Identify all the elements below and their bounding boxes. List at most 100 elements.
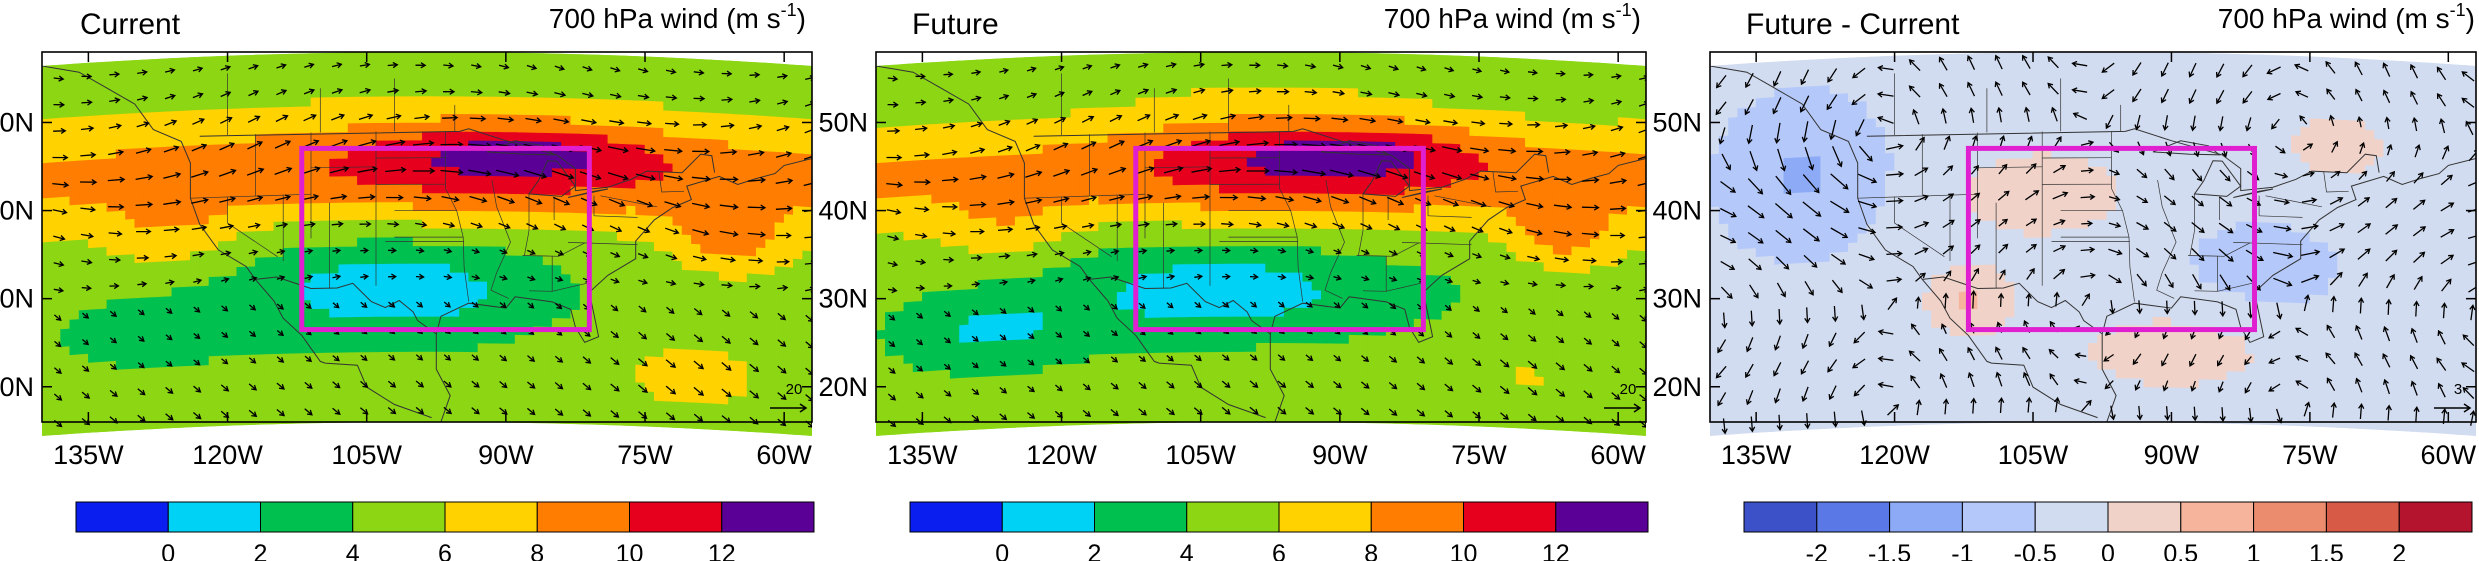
field-cell bbox=[931, 131, 942, 142]
field-cell bbox=[885, 302, 895, 313]
field-cell bbox=[912, 141, 923, 152]
wind-vector bbox=[220, 91, 232, 98]
field-cell bbox=[894, 160, 905, 171]
field-cell bbox=[403, 412, 414, 423]
field-cell bbox=[616, 301, 627, 312]
field-cell bbox=[514, 334, 525, 344]
field-cell bbox=[903, 327, 914, 338]
field-cell bbox=[959, 385, 970, 396]
field-cell bbox=[635, 399, 646, 410]
field-cell bbox=[282, 211, 293, 222]
field-cell bbox=[746, 219, 757, 230]
field-cell bbox=[718, 297, 729, 308]
field-cell bbox=[977, 367, 988, 378]
field-cell bbox=[940, 395, 951, 406]
field-cell bbox=[412, 183, 423, 194]
wind-vector bbox=[665, 254, 678, 261]
field-cell bbox=[793, 64, 803, 75]
field-cell bbox=[496, 263, 507, 274]
field-cell bbox=[199, 214, 210, 225]
field-cell bbox=[672, 321, 683, 332]
field-cell bbox=[143, 331, 154, 342]
wind-vector bbox=[192, 412, 202, 420]
field-cell bbox=[69, 389, 80, 400]
field-cell bbox=[51, 381, 61, 392]
field-cell bbox=[487, 413, 497, 423]
wind-vector bbox=[303, 114, 317, 122]
field-cell bbox=[143, 234, 154, 245]
wind-vector bbox=[108, 149, 125, 156]
field-cell bbox=[255, 353, 265, 364]
field-cell bbox=[959, 412, 970, 423]
field-cell bbox=[431, 254, 442, 264]
field-cell bbox=[171, 189, 182, 200]
field-cell bbox=[1042, 152, 1053, 163]
field-cell bbox=[922, 308, 932, 319]
wind-vector bbox=[665, 359, 677, 369]
field-cell bbox=[115, 315, 126, 326]
field-cell bbox=[51, 170, 61, 181]
field-cell bbox=[607, 319, 618, 329]
field-cell bbox=[69, 274, 80, 285]
field-cell bbox=[968, 191, 979, 202]
field-cell bbox=[162, 154, 173, 165]
field-cell bbox=[190, 267, 200, 278]
field-cell bbox=[903, 124, 914, 135]
field-cell bbox=[106, 104, 117, 115]
field-cell bbox=[366, 351, 377, 362]
field-cell bbox=[468, 263, 479, 273]
field-cell bbox=[171, 339, 182, 350]
field-cell bbox=[1052, 213, 1062, 224]
field-cell bbox=[996, 374, 1007, 385]
field-cell bbox=[746, 105, 757, 116]
field-cell bbox=[505, 351, 516, 362]
field-cell bbox=[774, 380, 785, 391]
wind-vector bbox=[776, 232, 792, 239]
field-cell bbox=[885, 108, 895, 119]
field-cell bbox=[162, 286, 173, 297]
wind-vector bbox=[247, 195, 264, 202]
field-cell bbox=[718, 165, 729, 176]
field-cell bbox=[598, 371, 609, 382]
field-cell bbox=[459, 86, 469, 97]
field-cell bbox=[876, 223, 886, 234]
field-cell bbox=[357, 342, 367, 353]
field-cell bbox=[208, 117, 219, 128]
field-cell bbox=[968, 288, 979, 299]
field-cell bbox=[180, 171, 191, 182]
field-cell bbox=[143, 208, 154, 219]
field-cell bbox=[987, 313, 997, 324]
field-cell bbox=[264, 53, 275, 64]
field-cell bbox=[912, 221, 923, 232]
field-cell bbox=[51, 319, 61, 330]
field-cell bbox=[199, 126, 210, 137]
field-cell bbox=[153, 243, 163, 254]
field-cell bbox=[347, 60, 358, 71]
field-cell bbox=[153, 208, 163, 218]
field-cell bbox=[709, 182, 720, 193]
field-cell bbox=[422, 333, 432, 343]
lon-tick-label: 120W bbox=[192, 440, 263, 470]
field-cell bbox=[551, 229, 562, 240]
field-cell bbox=[385, 307, 395, 317]
field-cell bbox=[440, 122, 451, 132]
wind-vector bbox=[276, 63, 287, 70]
field-cell bbox=[394, 95, 405, 106]
field-cell bbox=[106, 245, 117, 256]
wind-vector bbox=[749, 311, 759, 319]
field-cell bbox=[783, 292, 794, 303]
field-cell bbox=[125, 332, 136, 343]
field-cell bbox=[691, 208, 701, 218]
field-cell bbox=[783, 195, 794, 206]
field-cell bbox=[366, 377, 377, 388]
colorbar: 0 2 4 6 8 10 12 bbox=[75, 501, 815, 561]
field-cell bbox=[1033, 56, 1044, 67]
field-cell bbox=[180, 303, 191, 314]
field-cell bbox=[949, 139, 960, 150]
field-cell bbox=[125, 394, 136, 405]
field-cell bbox=[459, 386, 469, 396]
field-cell bbox=[449, 95, 460, 106]
field-cell bbox=[310, 272, 321, 283]
field-cell bbox=[1070, 107, 1081, 118]
field-cell bbox=[728, 298, 739, 309]
